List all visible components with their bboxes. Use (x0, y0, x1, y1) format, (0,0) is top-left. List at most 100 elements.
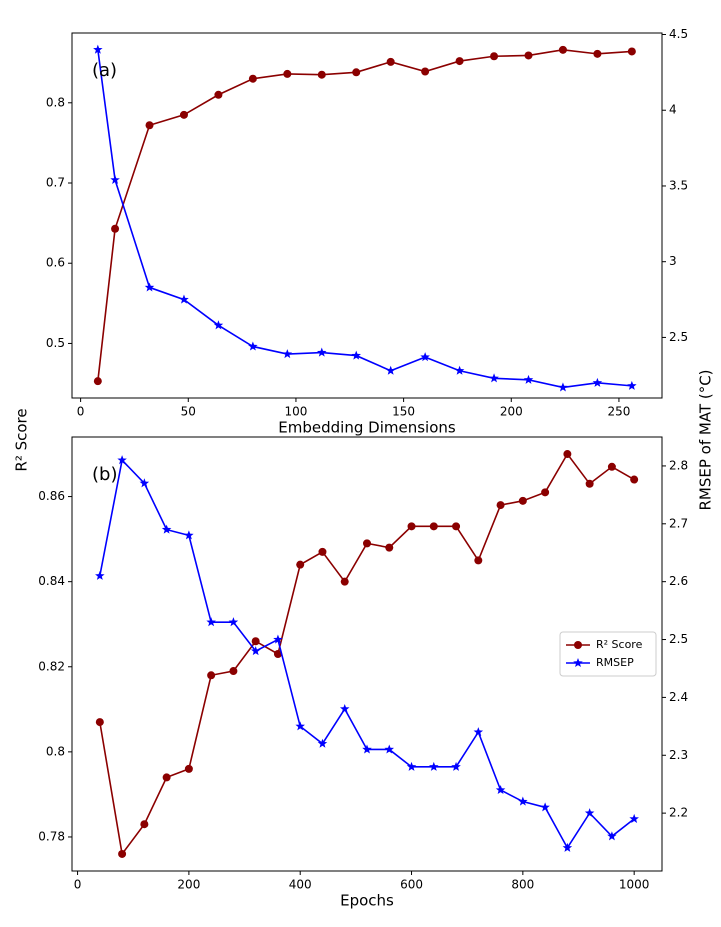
circle-marker (179, 110, 188, 119)
x-axis-label: Embedding Dimensions (278, 419, 456, 437)
star-marker (607, 831, 617, 841)
star-marker (384, 744, 395, 754)
axes-frame (71, 32, 663, 399)
star-marker (93, 44, 103, 54)
circle-marker (95, 718, 104, 727)
circle-marker (352, 68, 361, 77)
circle-marker (93, 377, 102, 386)
y-tick-label: 0.78 (38, 829, 65, 843)
circle-marker (385, 543, 394, 552)
star-marker (489, 373, 499, 383)
circle-marker (111, 224, 120, 233)
circle-marker (340, 577, 349, 586)
star-marker (144, 282, 155, 292)
y-axis-label: R² Score (13, 408, 31, 471)
circle-marker (630, 475, 639, 484)
x-tick-label: 600 (400, 878, 423, 892)
axes-frame (71, 436, 663, 872)
y-tick-label: 0.8 (46, 95, 65, 109)
star-marker (406, 761, 417, 771)
panel-label: (a) (92, 60, 117, 81)
star-marker (206, 617, 216, 627)
circle-marker (541, 488, 550, 497)
y-tick-label: 0.82 (38, 659, 65, 673)
circle-marker (207, 671, 216, 680)
circle-marker (627, 47, 636, 56)
circle-marker (407, 522, 416, 531)
x-tick-label: 400 (289, 878, 312, 892)
star-marker (523, 374, 534, 384)
star-marker (282, 349, 293, 359)
circle-marker (474, 556, 483, 565)
star-marker (495, 784, 506, 795)
legend-label: R² Score (596, 638, 643, 651)
star-marker (562, 842, 573, 852)
star-marker (473, 727, 484, 737)
y-tick-label: 0.5 (46, 336, 65, 350)
y2-axis-label: RMSEP of MAT (°C) (697, 369, 715, 510)
x-axis-label: Epochs (340, 892, 394, 910)
circle-marker (248, 74, 257, 83)
star-marker (339, 703, 350, 714)
x-tick-label: 200 (500, 405, 523, 419)
circle-marker (140, 820, 149, 829)
y2-tick-label: 2.4 (669, 690, 688, 704)
y-tick-label: 0.8 (46, 744, 65, 758)
y2-tick-label: 3.5 (669, 178, 688, 192)
star-marker (161, 524, 172, 534)
star-marker (451, 761, 461, 771)
star-marker (139, 478, 150, 488)
legend-box (559, 631, 657, 677)
circle-marker (563, 450, 572, 459)
star-marker (295, 721, 305, 731)
star-marker (385, 365, 396, 375)
star-marker (179, 294, 189, 304)
y-tick-label: 0.7 (46, 176, 65, 190)
x-tick-label: 1000 (619, 878, 650, 892)
circle-marker (273, 650, 282, 658)
y2-tick-label: 2.7 (669, 516, 688, 530)
legend-label: RMSEP (596, 656, 634, 669)
circle-marker (496, 501, 505, 510)
x-tick-label: 250 (607, 405, 630, 419)
circle-marker (251, 637, 260, 646)
star-marker (454, 365, 465, 375)
star-marker (518, 796, 528, 806)
circle-marker (296, 560, 305, 569)
star-marker (420, 352, 430, 362)
star-marker (110, 174, 120, 184)
legend-marker (574, 641, 582, 649)
circle-marker (455, 57, 464, 66)
x-tick-label: 50 (181, 405, 196, 419)
circle-marker (214, 90, 223, 99)
star-marker (250, 646, 261, 656)
x-tick-label: 150 (392, 405, 415, 419)
star-marker (317, 347, 327, 357)
circle-marker (283, 69, 292, 78)
legend-marker (573, 658, 583, 668)
star-marker (117, 455, 127, 465)
y2-tick-label: 2.6 (669, 574, 688, 588)
star-marker (558, 382, 568, 392)
star-marker (351, 350, 361, 360)
y2-tick-label: 4 (669, 103, 677, 117)
x-tick-label: 200 (177, 878, 200, 892)
circle-marker (558, 45, 567, 54)
star-marker (429, 761, 439, 771)
circle-marker (607, 462, 616, 471)
star-marker (362, 744, 372, 754)
circle-marker (386, 57, 395, 66)
circle-marker (593, 49, 602, 58)
y2-tick-label: 2.5 (669, 330, 688, 344)
circle-marker (452, 522, 461, 531)
y2-tick-label: 2.8 (669, 458, 688, 472)
circle-marker (429, 522, 438, 531)
circle-marker (490, 52, 499, 61)
star-marker (584, 808, 595, 818)
circle-marker (317, 70, 326, 79)
circle-marker (162, 773, 171, 782)
x-tick-label: 800 (511, 878, 534, 892)
star-marker (184, 530, 194, 540)
